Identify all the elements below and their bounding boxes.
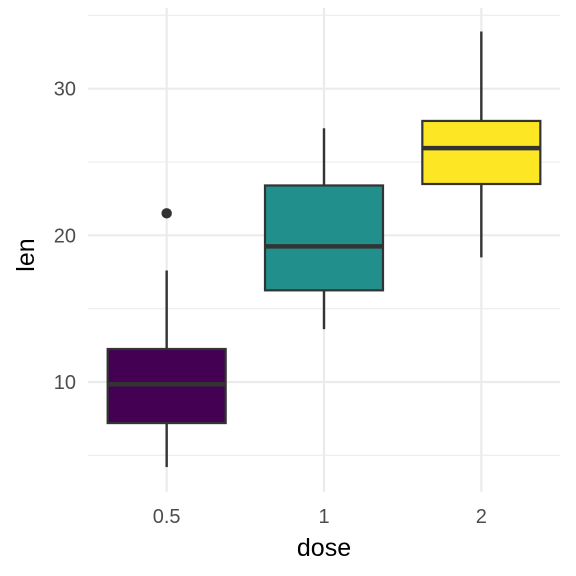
box-group-1: [263, 128, 385, 330]
box-group-0.5: [106, 208, 227, 468]
y-tick-label: 10: [54, 372, 76, 394]
tick-layer: 10 20 30 0.5 1 2: [54, 79, 487, 528]
outlier-point: [161, 208, 172, 219]
box-layer: [106, 31, 542, 468]
x-axis-title: dose: [297, 534, 351, 562]
x-tick-label: 1: [318, 506, 329, 528]
y-tick-label: 30: [54, 79, 76, 101]
x-tick-label: 0.5: [153, 506, 181, 528]
y-tick-label: 20: [54, 225, 76, 247]
x-tick-label: 2: [476, 506, 487, 528]
box-group-2: [421, 31, 542, 258]
y-axis-title: len: [12, 238, 40, 271]
box-body: [263, 184, 385, 292]
box-body: [421, 119, 542, 186]
